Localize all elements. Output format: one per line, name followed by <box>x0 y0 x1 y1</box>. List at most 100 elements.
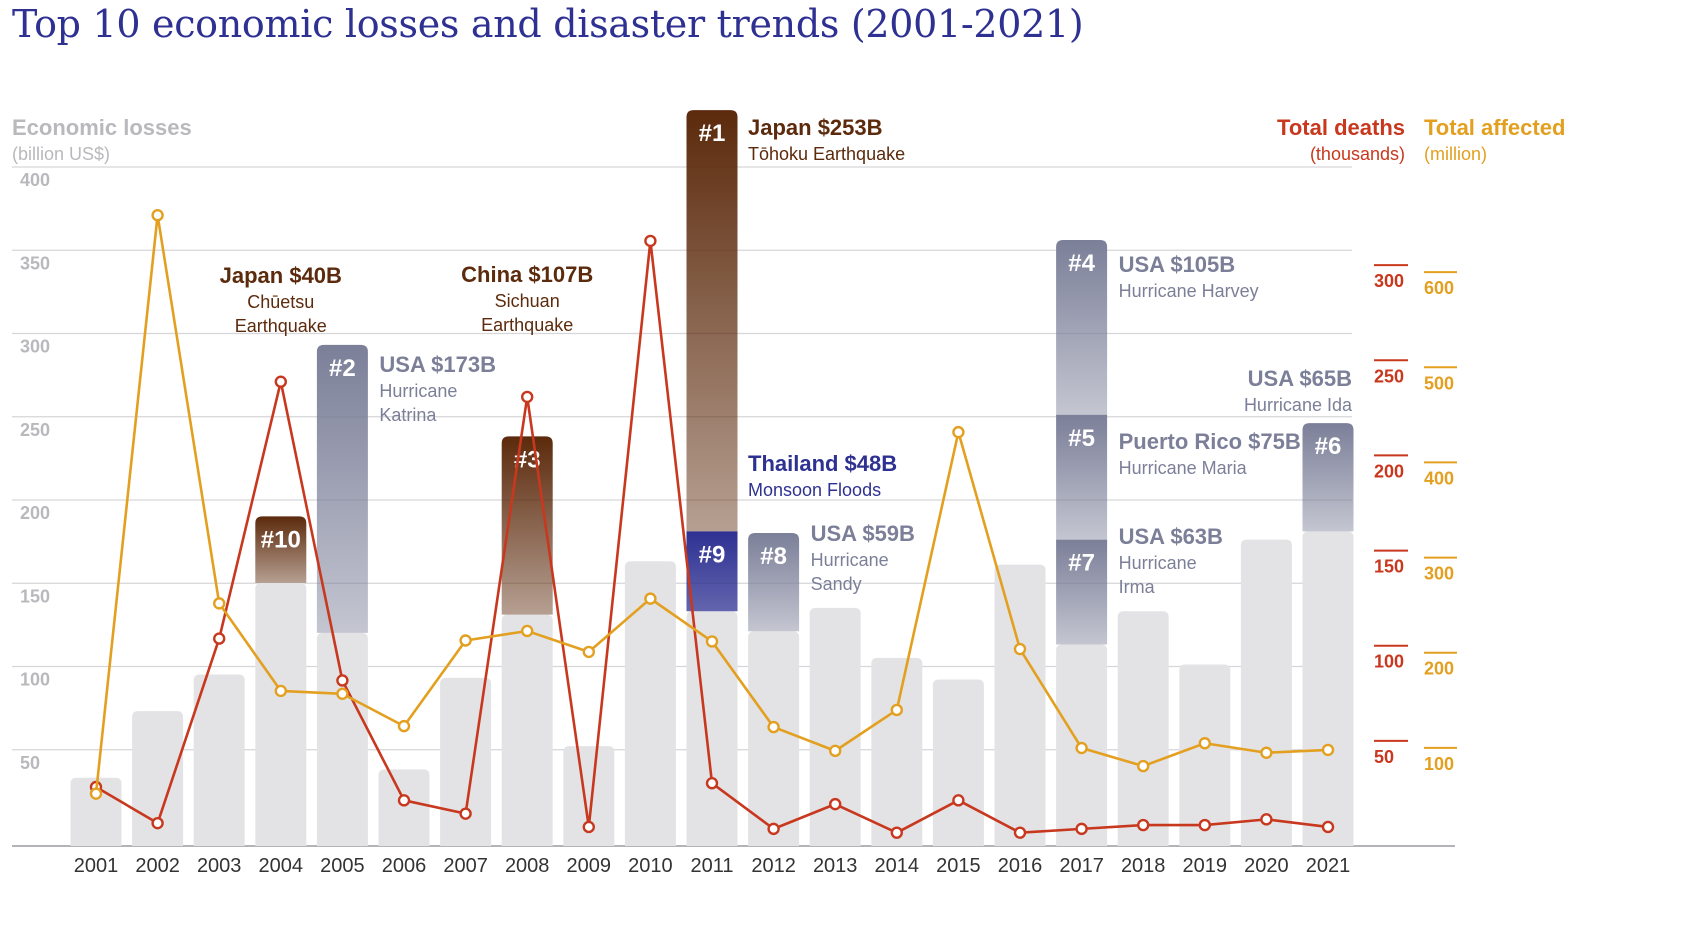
series-point <box>582 645 595 659</box>
left-tick-label: 300 <box>20 337 50 357</box>
series-point <box>521 390 534 404</box>
top10-bar <box>1056 539 1108 645</box>
annotation-title: Puerto Rico $75B <box>1119 429 1301 454</box>
series-point <box>952 794 965 807</box>
loss-bar <box>440 677 492 846</box>
left-tick-label: 350 <box>20 253 50 273</box>
annotation-subtitle: Hurricane <box>1119 553 1197 573</box>
annotation-title: Japan $253B <box>748 115 883 140</box>
series-point <box>1260 746 1273 759</box>
x-axis: 2001 2002 2003 2004 2005 2006 2007 2008 2009 2010… <box>74 855 1351 877</box>
x-tick-label: 2004 <box>259 855 304 877</box>
affected-tick-label: 600 <box>1424 278 1454 298</box>
series-point <box>1136 759 1150 773</box>
left-axis-unit: (billion US$) <box>12 144 110 164</box>
x-tick-label: 2018 <box>1121 855 1166 877</box>
x-tick-label: 2003 <box>197 855 242 877</box>
annotation-title: USA $173B <box>379 352 496 377</box>
series-point <box>1198 818 1212 832</box>
series-point <box>521 624 534 638</box>
x-tick-label: 2014 <box>875 855 920 877</box>
annotation-subtitle: Sichuan <box>495 291 560 311</box>
left-tick-label: 200 <box>20 503 50 523</box>
x-tick-label: 2010 <box>628 855 673 877</box>
series-point <box>336 674 349 687</box>
annotation-subtitle: Tōhoku Earthquake <box>748 144 905 164</box>
top10-bar <box>1056 414 1108 540</box>
x-tick-label: 2021 <box>1306 855 1351 877</box>
series-point <box>1321 743 1335 757</box>
loss-bar <box>871 657 923 846</box>
annotation-title: Japan $40B <box>220 263 342 288</box>
annotation-subtitle: Hurricane <box>379 381 457 401</box>
loss-bar <box>932 679 984 846</box>
rank-label: #4 <box>1068 250 1095 277</box>
annotation-title: USA $59B <box>811 521 915 546</box>
affected-tick-label: 100 <box>1424 754 1454 774</box>
x-tick-label: 2015 <box>936 855 981 877</box>
series-point <box>767 720 780 734</box>
series-point <box>705 635 719 648</box>
top10-bar <box>316 344 368 633</box>
rank-label: #9 <box>699 541 726 568</box>
top10-bar <box>255 516 307 583</box>
loss-bar <box>809 607 861 846</box>
series-point <box>1321 820 1335 834</box>
series-point <box>89 787 103 800</box>
series-point <box>274 375 287 388</box>
affected-tick-label: 200 <box>1424 659 1454 679</box>
annotation-subtitle: Earthquake <box>481 315 573 335</box>
series-point <box>644 592 657 605</box>
loss-bar <box>624 561 676 846</box>
annotation-title: USA $105B <box>1119 252 1236 277</box>
left-tick-label: 100 <box>20 670 50 690</box>
annotation-subtitle: Irma <box>1119 577 1156 597</box>
loss-bar <box>316 632 368 846</box>
series-point <box>767 822 780 836</box>
x-tick-label: 2007 <box>443 855 488 877</box>
x-tick-label: 2016 <box>998 855 1043 877</box>
loss-bar <box>1302 531 1354 846</box>
loss-bar <box>501 614 553 846</box>
series-point <box>890 826 903 839</box>
right-axes: Total deaths (thousands) Total affected (mi… <box>1277 115 1565 774</box>
series-point <box>1013 826 1027 839</box>
series-point <box>151 209 164 222</box>
x-tick-label: 2019 <box>1183 855 1228 877</box>
annotation-subtitle: Hurricane <box>811 550 889 570</box>
annotation-title: Thailand $48B <box>748 451 897 476</box>
loss-bar <box>378 769 430 846</box>
affected-tick-label: 400 <box>1424 468 1454 488</box>
top10-bar <box>686 531 738 612</box>
series-point <box>397 719 411 733</box>
series-point <box>1075 741 1088 755</box>
loss-bar <box>1179 664 1231 846</box>
annotation-title: USA $63B <box>1119 524 1223 549</box>
affected-axis-unit: (million) <box>1424 144 1487 164</box>
series-point <box>1013 642 1027 656</box>
series-point <box>829 744 842 758</box>
annotation-subtitle: Hurricane Maria <box>1119 458 1248 478</box>
x-tick-label: 2002 <box>135 855 180 877</box>
line-series <box>89 209 1335 839</box>
deaths-tick-label: 150 <box>1374 557 1404 577</box>
x-tick-label: 2011 <box>690 855 733 877</box>
deaths-axis-label: Total deaths <box>1277 115 1405 140</box>
series-point <box>1198 737 1212 750</box>
deaths-tick-label: 250 <box>1374 366 1404 386</box>
annotation-subtitle: Sandy <box>811 574 862 594</box>
loss-bar <box>1240 539 1292 846</box>
series-point <box>582 820 595 834</box>
page-title: Top 10 economic losses and disaster tren… <box>12 2 1084 46</box>
series-point <box>829 797 842 811</box>
series-point <box>212 632 226 645</box>
series-point <box>705 777 719 790</box>
deaths-tick-label: 200 <box>1374 461 1404 481</box>
loss-bar <box>748 631 800 846</box>
series-point <box>952 425 965 439</box>
annotation-subtitle: Hurricane Ida <box>1244 395 1353 415</box>
series-point <box>274 684 287 698</box>
rank-label: #10 <box>261 526 301 553</box>
deaths-axis-unit: (thousands) <box>1310 144 1405 164</box>
